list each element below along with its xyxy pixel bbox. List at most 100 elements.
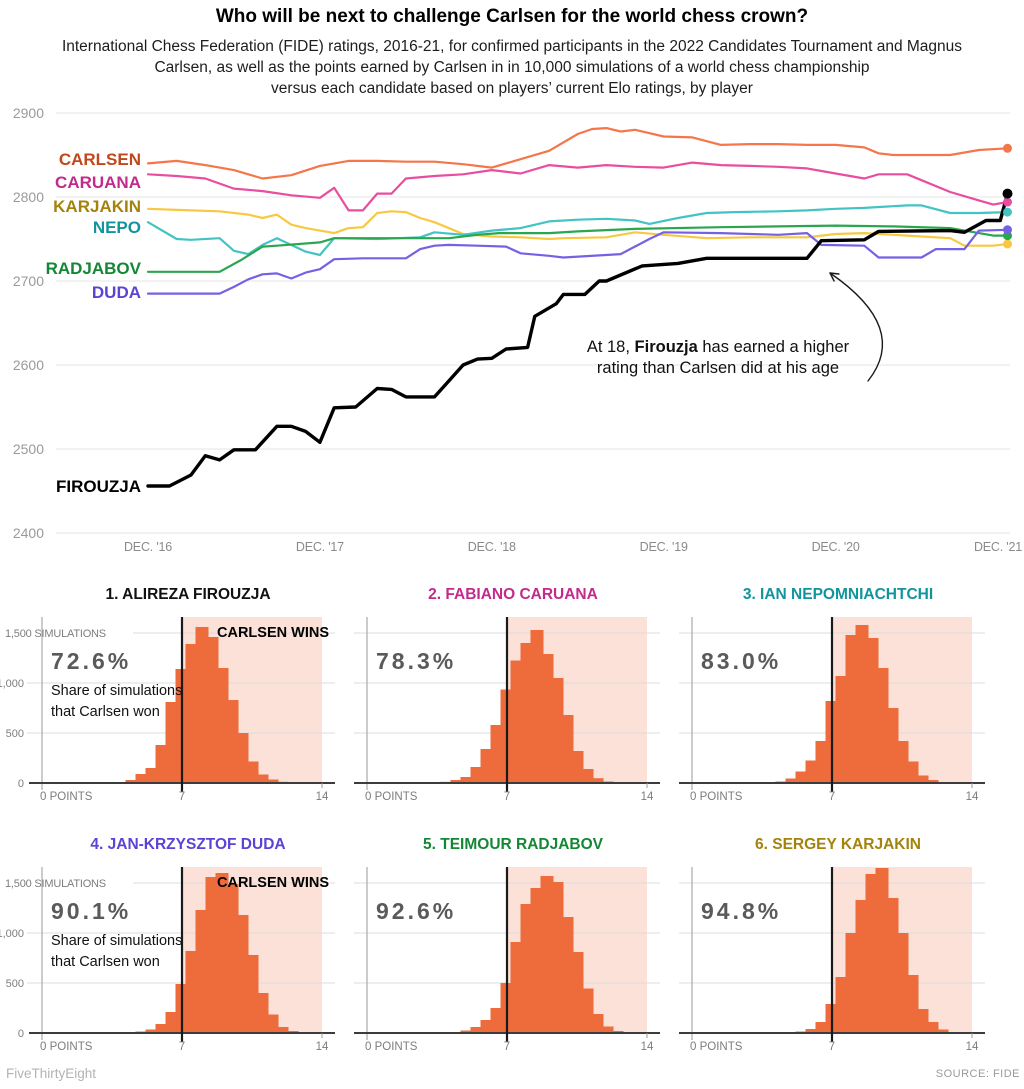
series-label-nepo: NEPO [93,218,141,237]
series-line-radjabov [146,224,1009,273]
series-label-firouzja: FIROUZJA [56,477,141,496]
simulation-bar [460,1030,474,1033]
simulation-bar [835,676,849,783]
simulation-bar [875,868,889,1033]
annotation-text-line1: At 18, Firouzja has earned a higher [587,338,850,356]
ratings-line-chart: 2900 2800 2700 2600 2500 2400 DEC. '16 DEC. '17… [13,105,1023,554]
simulation-bar [925,780,939,783]
series-endpoint-carlsen [1003,143,1012,153]
panel-title: 4. JAN-KRZYSZTOF DUDA [90,836,285,853]
simulation-bar [255,993,269,1033]
percentage-caption-line1: Share of simulations [51,683,182,699]
simulation-bar [875,668,889,783]
x-axis-tick-label: DEC. '17 [296,540,344,554]
x-axis-tick-label: 0 POINTS [690,791,743,803]
x-axis-tick-label: 14 [316,791,329,803]
annotation-arrowhead [829,272,840,282]
simulation-bar [935,1029,949,1033]
histogram-panel-5: 0 POINTS 7 14 5. TEIMOUR RADJABOV 92.6% [354,836,660,1053]
series-endpoint-caruana [1003,197,1012,207]
y-axis-tick-label: 1,500 SIMULATIONS [5,628,106,640]
series-label-karjakin: KARJAKIN [53,197,141,216]
simulation-bar [520,643,534,783]
simulation-bar [275,1027,289,1033]
simulation-bar [845,933,859,1033]
simulation-bar [165,1012,179,1033]
y-axis-tick-label: 0 [18,778,24,790]
x-axis-tick-label: 7 [179,1041,185,1053]
x-axis-tick-label: 0 POINTS [40,791,93,803]
simulation-bar [915,1009,929,1033]
simulation-bar [540,876,554,1033]
carlsen-win-percentage: 92.6% [376,898,456,924]
y-axis-tick-label: 1,000 [0,678,24,690]
simulation-bar [815,1022,829,1033]
simulation-bar [235,915,249,1033]
simulation-bar [265,1014,279,1033]
simulation-bar [590,1014,604,1033]
percentage-caption-line1: Share of simulations [51,933,182,949]
simulation-bar [205,637,219,783]
x-axis-tick-label: 14 [641,1041,654,1053]
series-line-duda [146,228,1009,295]
simulation-bar [550,678,564,783]
simulation-bar [915,775,929,783]
simulation-bar [225,884,239,1033]
series-label-caruana: CARUANA [55,173,141,192]
simulation-bar [885,898,899,1033]
percentage-caption-line2: that Carlsen won [51,954,160,970]
x-axis-tick-label: DEC. '21 [974,540,1022,554]
simulation-bar [245,761,259,783]
annotation-text-line2: rating than Carlsen did at his age [597,359,839,377]
simulation-bar [845,635,859,783]
histogram-panel-2: 0 POINTS 7 14 2. FABIANO CARUANA 78.3% [354,586,660,803]
simulation-bar [795,771,809,783]
y-axis-tick-label: 2800 [13,189,44,205]
simulation-bar [510,660,524,783]
simulation-bar [215,873,229,1033]
page-title: Who will be next to challenge Carlsen fo… [215,6,809,27]
x-axis-tick-label: 7 [179,791,185,803]
simulation-bar [235,733,249,783]
simulation-bar [125,780,139,783]
simulation-bar [185,644,199,783]
series-endpoint-duda [1003,225,1012,235]
simulation-bar [905,975,919,1033]
panel-title: 6. SERGEY KARJAKIN [755,836,921,853]
simulation-bar [865,638,879,783]
panel-title: 1. ALIREZA FIROUZJA [105,586,270,603]
x-axis-tick-label: 0 POINTS [40,1041,93,1053]
subtitle-line-2: Carlsen, as well as the points earned by… [154,59,870,76]
simulation-bar [560,917,574,1033]
panel-title: 3. IAN NEPOMNIACHTCHI [743,586,933,603]
x-axis-tick-label: DEC. '19 [640,540,688,554]
simulation-bar [460,777,474,783]
simulation-bar [520,904,534,1033]
x-axis-tick-label: 0 POINTS [365,791,418,803]
chart-subtitle: International Chess Federation (FIDE) ra… [0,36,1024,99]
simulation-bar [450,780,464,783]
simulation-bar [165,702,179,783]
series-endpoint-firouzja [1002,188,1013,199]
simulation-bar [785,778,799,783]
simulation-bar [580,988,594,1033]
simulation-bar [530,888,544,1033]
simulation-bar [570,751,584,783]
simulation-bar [530,630,544,783]
y-axis-tick-label: 0 [18,1028,24,1040]
histogram-panel-1: 1,500 SIMULATIONS 1,000 500 0 0 POINTS 7 14 1. … [0,586,335,803]
series-line-carlsen [146,127,1009,180]
series-line-caruana [146,161,1009,212]
carlsen-win-percentage: 94.8% [701,898,781,924]
y-axis-tick-label: 500 [6,728,24,740]
x-axis-tick-label: 14 [316,1041,329,1053]
simulation-bar [855,625,869,783]
simulation-bar [815,741,829,783]
simulation-bar [895,741,909,783]
simulation-bar [155,1024,169,1033]
x-axis-tick-label: 14 [641,791,654,803]
simulation-bar [560,715,574,783]
subtitle-line-1: International Chess Federation (FIDE) ra… [61,38,963,55]
x-axis-tick-label: 0 POINTS [365,1041,418,1053]
panel-title: 2. FABIANO CARUANA [428,586,598,603]
